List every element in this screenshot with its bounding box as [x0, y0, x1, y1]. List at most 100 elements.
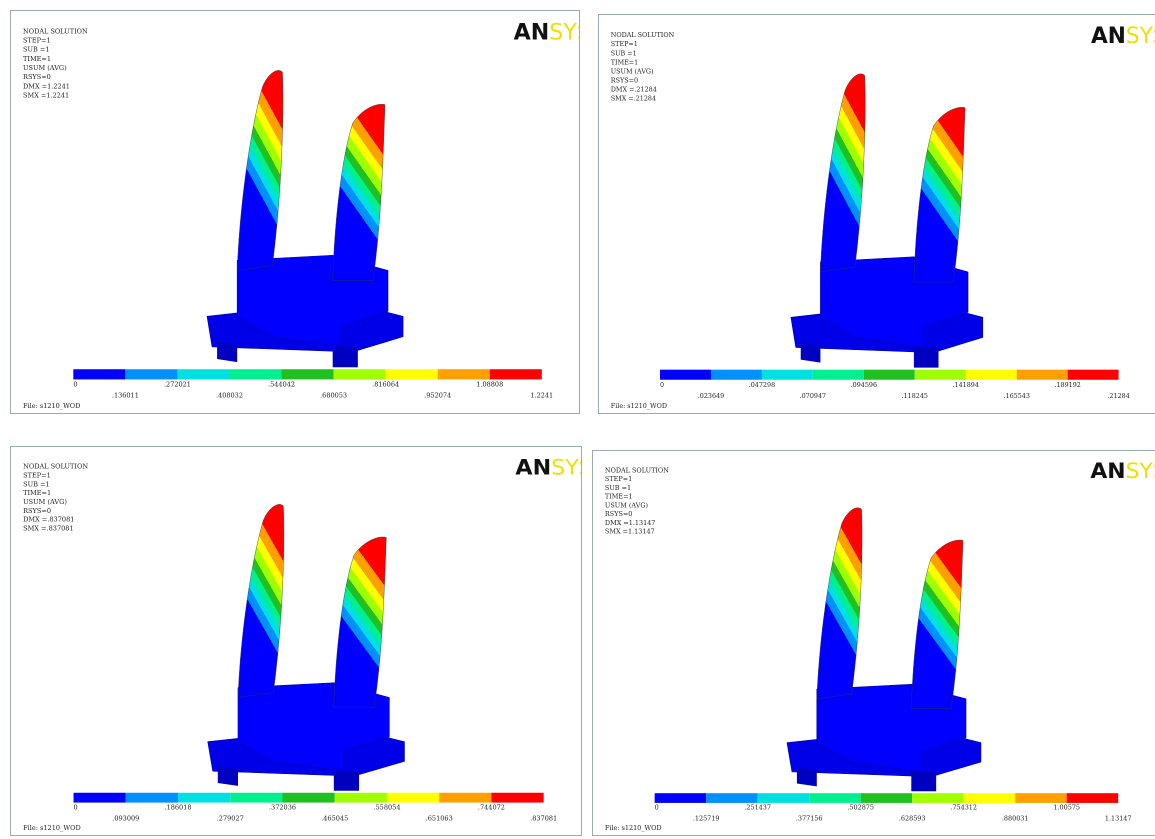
file-label: File: s1210_WOD [23, 824, 81, 832]
header-line: NODAL SOLUTION [23, 463, 88, 471]
legend-band [282, 793, 334, 803]
blade-left [820, 74, 865, 272]
logo: ANSYS [1090, 459, 1155, 484]
legend-band [915, 370, 966, 380]
legend-label: .372036 [269, 804, 296, 812]
legend-label: .118245 [902, 392, 928, 400]
blade-right [914, 107, 965, 282]
legend-label: .744072 [478, 804, 505, 812]
legend-band [439, 793, 491, 803]
header-line: TIME=1 [23, 489, 51, 497]
legend-band [491, 793, 543, 803]
legend-band [706, 793, 758, 803]
legend-band [966, 370, 1017, 380]
file-label: File: s1210_WOD [23, 402, 80, 410]
legend-band [1068, 370, 1119, 380]
blade-right [334, 537, 386, 707]
blade-right [333, 104, 385, 280]
header-line: DMX =1.13147 [605, 519, 655, 527]
header-line: USUM (AVG) [23, 498, 67, 506]
legend-band [912, 793, 964, 803]
legend-label: .21284 [1107, 392, 1129, 400]
blade-right [911, 540, 963, 709]
legend-band [387, 793, 439, 803]
legend-label: .093009 [112, 814, 139, 822]
logo-part: SYS [551, 456, 581, 481]
legend-band [861, 793, 913, 803]
legend-label: .251437 [744, 804, 771, 812]
logo: ANSYS [515, 456, 581, 481]
logo: ANSYS [1091, 24, 1155, 49]
legend-band [864, 370, 915, 380]
blade-left [237, 70, 283, 270]
header-line: SUB =1 [23, 480, 50, 488]
legend-label: 1.00575 [1053, 804, 1080, 812]
plot: NODAL SOLUTIONSTEP=1SUB =1TIME=1USUM (AV… [599, 15, 1155, 413]
header-line: USUM (AVG) [611, 67, 654, 75]
header-line: SUB =1 [605, 484, 631, 492]
legend-label: .558054 [373, 804, 400, 812]
legend-label: .816064 [372, 381, 399, 389]
legend-label: 1.08808 [476, 381, 503, 389]
legend-band [74, 793, 126, 803]
legend-label: .837081 [530, 814, 557, 822]
legend-label: .165543 [1003, 392, 1029, 400]
logo-part: AN [1090, 459, 1125, 484]
legend-label: .136011 [112, 392, 139, 400]
legend-band [809, 793, 861, 803]
file-label: File: s1210_WOD [605, 824, 662, 832]
legend-label: .651063 [426, 814, 453, 822]
legend-band [758, 793, 810, 803]
header-line: STEP=1 [611, 40, 638, 48]
legend-band [490, 369, 542, 379]
legend-band [229, 369, 281, 379]
legend-band [73, 369, 125, 379]
header-line: SUB =1 [23, 46, 49, 54]
legend-label: .952074 [424, 392, 451, 400]
header-line: SMX =.837081 [23, 525, 74, 533]
header-line: DMX =1.2241 [23, 82, 70, 90]
header-line: DMX =.837081 [23, 516, 74, 524]
header-line: DMX =.21284 [611, 86, 657, 94]
legend-band [282, 369, 334, 379]
page: NODAL SOLUTIONSTEP=1SUB =1TIME=1USUM (AV… [0, 0, 1155, 835]
legend-band [438, 369, 490, 379]
legend-band [964, 793, 1016, 803]
blade-left [817, 508, 862, 699]
legend-band [1067, 793, 1119, 803]
legend-label: .186018 [164, 804, 191, 812]
header-line: STEP=1 [23, 472, 51, 480]
legend-label: .189192 [1054, 381, 1080, 389]
legend-label: 0 [660, 381, 664, 389]
header-line: TIME=1 [23, 55, 51, 63]
legend-band [762, 370, 813, 380]
legend-label: .141894 [953, 381, 979, 389]
logo-part: AN [514, 19, 550, 45]
legend-label: 1.13147 [1105, 814, 1132, 822]
legend-label: .408032 [216, 392, 243, 400]
legend-label: 0 [74, 804, 78, 812]
header-line: SMX =.21284 [611, 95, 656, 103]
file-label: File: s1210_WOD [611, 402, 667, 410]
legend-label: .279027 [217, 814, 244, 822]
legend-label: 0 [73, 381, 77, 389]
legend-label: .680053 [320, 392, 347, 400]
legend-band [660, 370, 711, 380]
legend-label: .502875 [847, 804, 874, 812]
legend-label: .465045 [321, 814, 348, 822]
header-line: NODAL SOLUTION [605, 466, 669, 474]
legend-band [1017, 370, 1068, 380]
header-line: RSYS=0 [23, 507, 51, 515]
result-panel: NODAL SOLUTIONSTEP=1SUB =1TIME=1USUM (AV… [598, 14, 1155, 414]
legend-band [711, 370, 762, 380]
legend-band [126, 793, 178, 803]
legend-label: .377156 [796, 814, 823, 822]
legend-label: .880031 [1002, 814, 1029, 822]
legend-band [386, 369, 438, 379]
logo: ANSYS [514, 19, 579, 45]
legend-label: .023649 [698, 392, 724, 400]
header-line: STEP=1 [605, 475, 632, 483]
